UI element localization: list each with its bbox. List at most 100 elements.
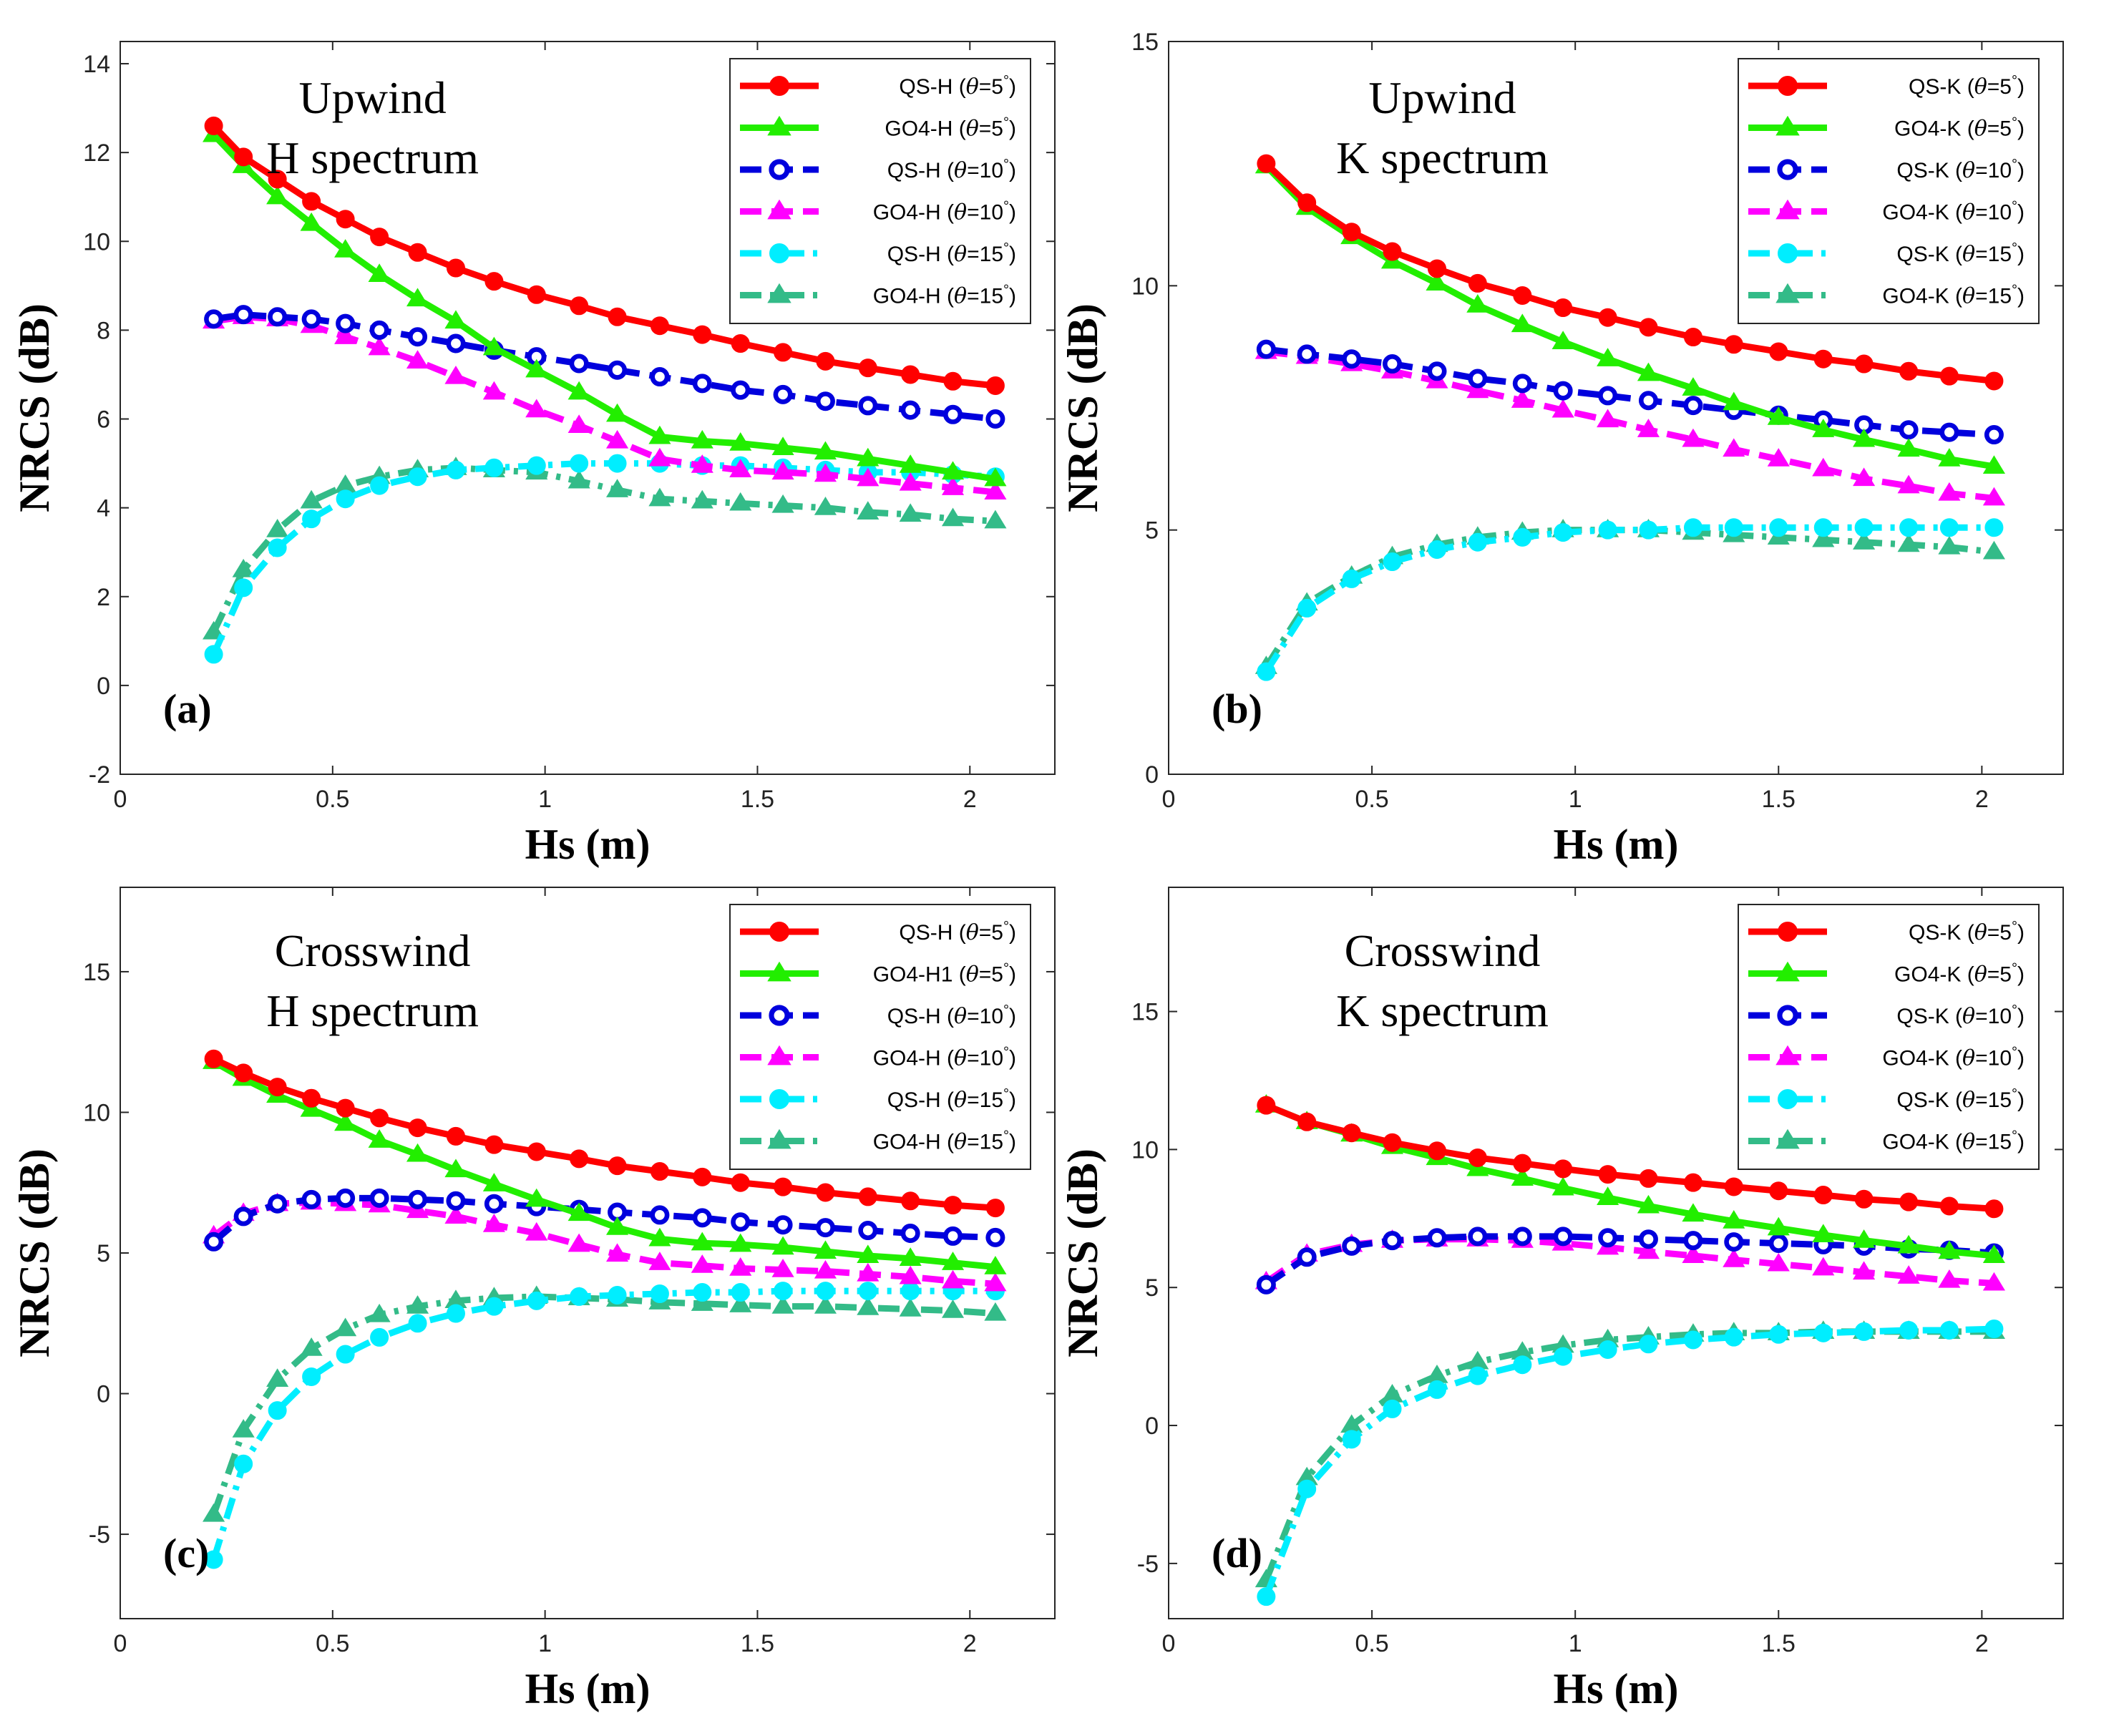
data-point (650, 1205, 670, 1225)
data-point (1723, 1210, 1745, 1229)
data-point (1598, 520, 1617, 540)
data-point (1297, 1112, 1317, 1131)
data-point (1297, 1479, 1317, 1498)
data-point (1982, 540, 2005, 560)
data-point (857, 1262, 880, 1282)
data-point (570, 1149, 589, 1169)
data-point (1683, 328, 1702, 347)
data-point (1342, 569, 1361, 588)
data-point (984, 481, 1007, 500)
annotation-line-1: Upwind (299, 72, 447, 123)
x-tick-label: 1.5 (741, 1630, 774, 1657)
data-point (525, 399, 548, 418)
data-point (268, 1078, 287, 1097)
data-point (1598, 1165, 1617, 1184)
data-point (302, 1367, 321, 1386)
legend-entry: QS-K (θ=10°) (1748, 1003, 2025, 1029)
data-point (567, 469, 590, 489)
data-point (650, 1162, 669, 1181)
data-point (232, 558, 255, 577)
data-point (1768, 1234, 1788, 1254)
data-point (1767, 1252, 1790, 1272)
data-point (1853, 531, 1876, 550)
data-point (899, 454, 922, 473)
data-point (1639, 1335, 1658, 1354)
data-point (1466, 294, 1489, 313)
data-point (1428, 1141, 1446, 1161)
legend-marker (767, 283, 791, 303)
data-point (1984, 1199, 2004, 1219)
data-point (1513, 527, 1532, 547)
data-point (1682, 377, 1705, 396)
data-point (408, 1189, 428, 1209)
legend-entry: GO4-H1 (θ=5°) (740, 961, 1016, 988)
data-point (608, 1285, 627, 1305)
data-point (1769, 1325, 1788, 1344)
data-point (368, 1303, 391, 1322)
data-point (408, 327, 428, 347)
data-point (943, 371, 963, 391)
data-point (941, 461, 965, 480)
x-axis-label: Hs (m) (1554, 1665, 1679, 1712)
data-point (1724, 335, 1743, 354)
legend-entry: QS-K (θ=15°) (1748, 240, 2025, 267)
data-point (771, 1295, 794, 1314)
legend-marker (769, 76, 789, 96)
data-point (650, 1284, 669, 1303)
data-point (1938, 482, 1961, 501)
legend-marker (769, 159, 790, 180)
data-point (482, 336, 505, 356)
data-point (1683, 1330, 1702, 1350)
legend-label: GO4-H (θ=15°) (873, 283, 1016, 309)
data-point (268, 307, 288, 327)
x-tick-label: 0 (1162, 1630, 1176, 1657)
legend-box (1738, 58, 2040, 324)
data-point (901, 1191, 920, 1211)
data-point (857, 467, 880, 487)
series-group (203, 116, 1007, 664)
data-point (482, 1173, 505, 1191)
data-point (1256, 1274, 1276, 1294)
data-point (1638, 391, 1658, 411)
series-qs-h-theta-15 (204, 1282, 1005, 1569)
data-point (1257, 1587, 1276, 1606)
data-point (446, 258, 465, 278)
data-point (650, 367, 670, 387)
data-point (1257, 154, 1276, 173)
data-point (1639, 1169, 1658, 1188)
data-point (300, 1098, 323, 1117)
data-point (1939, 366, 1959, 386)
legend-label: QS-H (θ=15°) (887, 1086, 1016, 1113)
data-point (1597, 348, 1619, 366)
data-point (1724, 518, 1743, 537)
legend-entry: GO4-H (θ=10°) (740, 1045, 1016, 1071)
data-point (1769, 1181, 1788, 1201)
data-point (1984, 518, 2004, 537)
legend-marker (1778, 922, 1798, 942)
data-point (1513, 1355, 1532, 1375)
x-tick-label: 2 (963, 1630, 977, 1657)
data-point (268, 538, 287, 557)
data-point (234, 147, 253, 167)
data-point (858, 396, 878, 416)
data-point (691, 1292, 713, 1311)
data-point (233, 305, 253, 325)
legend-box (1738, 904, 2040, 1170)
data-point (814, 441, 837, 460)
chart-panel-2: 0 0.5 1 1.5 2 0 5 10 15 Hs (m) NRCS (dB) Upwind K sp… (1059, 29, 2064, 868)
data-point (1982, 487, 2005, 506)
legend-entry: QS-H (θ=5°) (740, 919, 1016, 945)
data-point (301, 1189, 321, 1209)
data-point (525, 1188, 548, 1207)
data-point (1984, 425, 2004, 445)
data-point (1899, 518, 1919, 537)
data-point (857, 1297, 880, 1315)
data-point (648, 447, 671, 467)
x-tick-label: 1.5 (1762, 786, 1796, 813)
legend-entry: GO4-K (θ=5°) (1748, 115, 2025, 142)
data-point (368, 336, 391, 356)
data-point (484, 1135, 504, 1154)
series-group (203, 1049, 1007, 1569)
data-point (370, 476, 389, 495)
data-point (901, 365, 920, 384)
